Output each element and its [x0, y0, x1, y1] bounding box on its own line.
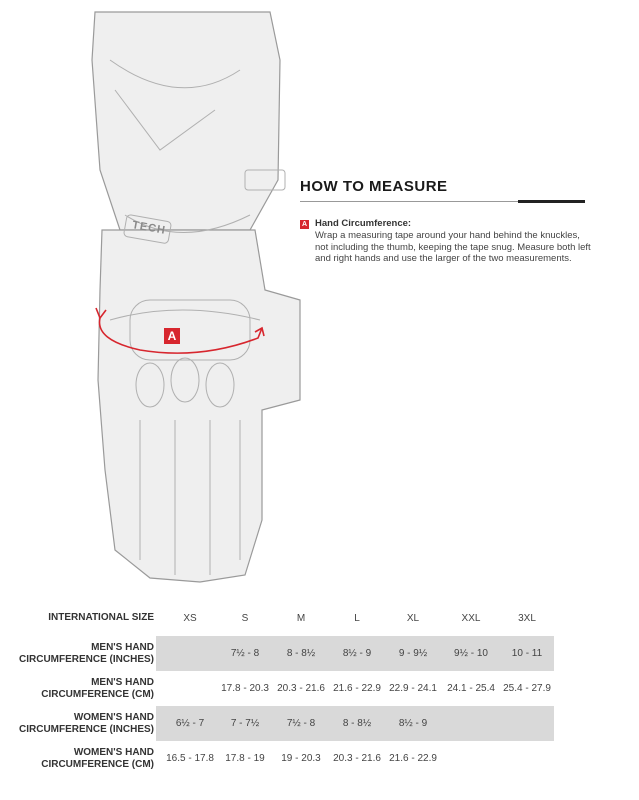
- row-label-line-2: CIRCUMFERENCE (CM): [41, 689, 154, 700]
- glove-illustration: [91, 11, 301, 583]
- table-cell: 20.3 - 21.6: [333, 753, 381, 764]
- size-header: XL: [406, 613, 420, 624]
- header-label: INTERNATIONAL SIZE: [48, 612, 154, 623]
- title-divider-accent: [518, 200, 585, 203]
- table-cell: 17.8 - 19: [225, 753, 265, 764]
- row-label-line-1: MEN'S HAND: [91, 677, 154, 688]
- table-cell: 7½ - 8: [230, 648, 260, 659]
- table-cell: 7 - 7½: [230, 718, 260, 729]
- table-row: MEN'S HAND CIRCUMFERENCE (INCHES) 7½ - 8 8 …: [0, 636, 639, 672]
- row-label-line-1: WOMEN'S HAND: [73, 747, 154, 758]
- instruction-marker: A: [300, 220, 309, 229]
- measurement-marker-a: A: [164, 328, 180, 344]
- table-cell: 20.3 - 21.6: [277, 683, 325, 694]
- instruction-heading: Hand Circumference:: [315, 218, 412, 229]
- table-cell: 9½ - 10: [454, 648, 488, 659]
- table-cell: 19 - 20.3: [281, 753, 321, 764]
- table-cell: 9 - 9½: [398, 648, 428, 659]
- size-header: S: [241, 613, 249, 624]
- table-row: WOMEN'S HAND CIRCUMFERENCE (CM) 16.5 - 17.…: [0, 741, 639, 777]
- row-label: MEN'S HAND CIRCUMFERENCE (INCHES): [19, 642, 154, 666]
- table-cell: 7½ - 8: [286, 718, 316, 729]
- table-cell: 6½ - 7: [175, 718, 205, 729]
- row-shading: [156, 636, 554, 671]
- instruction-text: Wrap a measuring tape around your hand b…: [315, 230, 591, 264]
- table-cell: 21.6 - 22.9: [389, 753, 437, 764]
- table-cell: 21.6 - 22.9: [333, 683, 381, 694]
- row-label-line-2: CIRCUMFERENCE (INCHES): [19, 654, 154, 665]
- row-label-line-2: CIRCUMFERENCE (INCHES): [19, 724, 154, 735]
- row-label-line-2: CIRCUMFERENCE (CM): [41, 759, 154, 770]
- row-label-line-1: WOMEN'S HAND: [73, 712, 154, 723]
- table-row: WOMEN'S HAND CIRCUMFERENCE (INCHES) 6½ - 7…: [0, 706, 639, 742]
- size-header: M: [296, 613, 306, 624]
- row-label: WOMEN'S HAND CIRCUMFERENCE (INCHES): [19, 712, 154, 736]
- table-cell: 25.4 - 27.9: [503, 683, 551, 694]
- size-header: L: [354, 613, 360, 624]
- title-divider: [300, 201, 585, 202]
- page-title: HOW TO MEASURE: [300, 178, 448, 195]
- row-label-line-1: MEN'S HAND: [91, 642, 154, 653]
- table-cell: 16.5 - 17.8: [166, 753, 214, 764]
- table-cell: 8½ - 9: [398, 718, 428, 729]
- table-cell: 24.1 - 25.4: [447, 683, 495, 694]
- table-cell: 17.8 - 20.3: [221, 683, 269, 694]
- table-row: MEN'S HAND CIRCUMFERENCE (CM) 17.8 - 20.3 2…: [0, 671, 639, 707]
- table-cell: 8 - 8½: [342, 718, 372, 729]
- table-header-row: INTERNATIONAL SIZE XS S M L XL XXL 3XL: [0, 610, 639, 646]
- size-header: XXL: [461, 613, 481, 624]
- table-cell: 8½ - 9: [342, 648, 372, 659]
- row-shading: [156, 706, 554, 741]
- row-label: MEN'S HAND CIRCUMFERENCE (CM): [41, 677, 154, 701]
- table-cell: 22.9 - 24.1: [389, 683, 437, 694]
- table-cell: 8 - 8½: [286, 648, 316, 659]
- size-header: 3XL: [518, 613, 536, 624]
- table-cell: 10 - 11: [511, 648, 543, 659]
- row-label: WOMEN'S HAND CIRCUMFERENCE (CM): [41, 747, 154, 771]
- size-header: XS: [183, 613, 197, 624]
